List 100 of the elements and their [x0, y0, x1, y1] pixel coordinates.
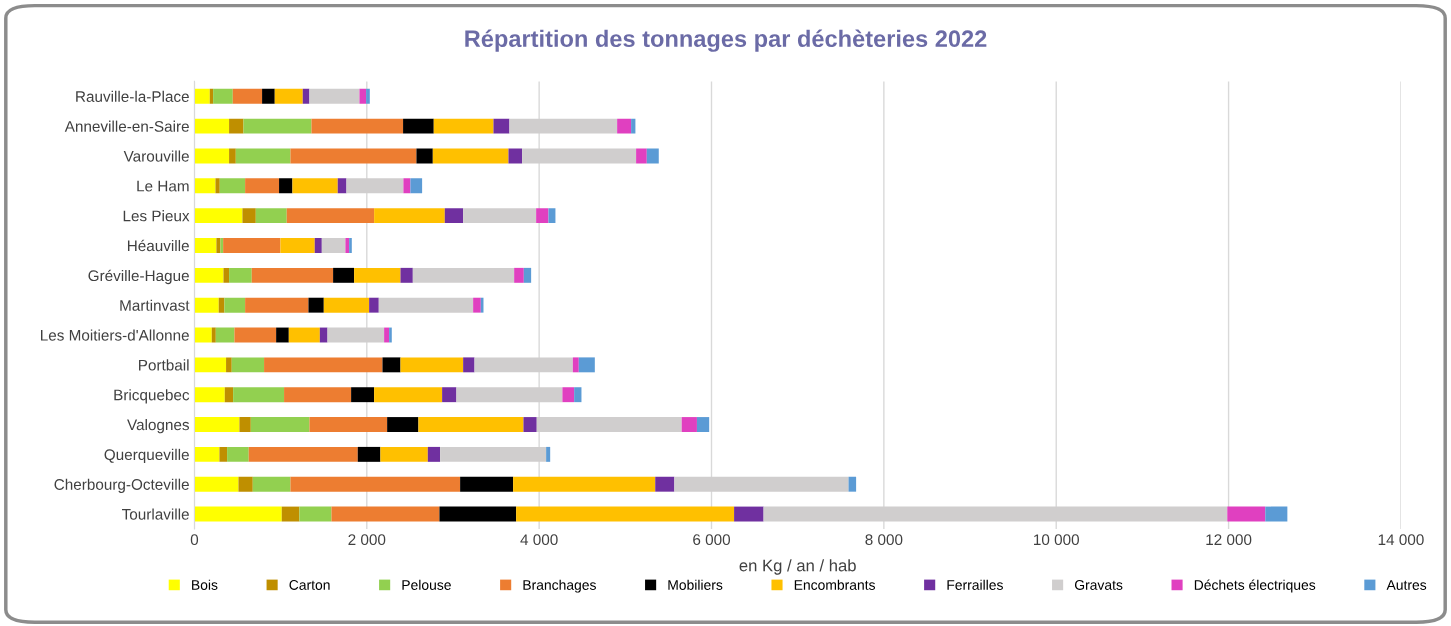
- bar: [374, 387, 443, 403]
- bar: [523, 417, 537, 432]
- bar: [242, 208, 256, 224]
- bar: [508, 148, 523, 164]
- bar: [366, 88, 370, 104]
- bar: [224, 387, 234, 403]
- bar: [473, 297, 481, 313]
- bar: [354, 267, 401, 283]
- bar: [359, 88, 367, 104]
- y-tick-label: Héauville: [127, 239, 189, 252]
- bar: [229, 118, 244, 134]
- bar: [523, 267, 532, 283]
- bar: [349, 238, 352, 253]
- bar: [323, 297, 370, 313]
- bar: [216, 238, 221, 253]
- bar: [252, 476, 291, 492]
- bar: [194, 297, 219, 313]
- y-tick-label: Querqueville: [104, 448, 189, 464]
- bar: [251, 267, 334, 283]
- bar: [572, 357, 579, 373]
- y-tick-label: Le Ham: [137, 180, 189, 192]
- bar: [194, 118, 230, 134]
- bar: [311, 118, 404, 134]
- bar: [516, 506, 735, 522]
- bar: [389, 327, 392, 343]
- bar: [279, 178, 293, 194]
- legend-label: Déchets électriques: [1194, 579, 1316, 593]
- y-tick-label: Anneville-en-Saire: [64, 120, 189, 132]
- bar: [194, 506, 282, 522]
- bar: [309, 88, 360, 104]
- y-tick-label: Varouville: [123, 150, 189, 162]
- bar: [681, 417, 697, 432]
- bar: [331, 506, 440, 522]
- bar: [636, 148, 647, 164]
- y-tick-label: Les Moitiers-d'Allonne: [41, 329, 189, 341]
- bar: [1227, 506, 1266, 522]
- x-tick-label: 0: [190, 534, 199, 546]
- bar: [232, 88, 263, 104]
- bar: [493, 118, 510, 134]
- bar: [536, 208, 549, 224]
- bar: [219, 178, 246, 194]
- bar: [357, 446, 381, 462]
- bar: [288, 327, 320, 343]
- bar: [262, 88, 275, 104]
- bar: [513, 476, 656, 492]
- bar: [655, 476, 675, 492]
- bar: [337, 178, 347, 194]
- bar: [403, 178, 411, 194]
- bar: [284, 387, 352, 403]
- bar: [239, 417, 251, 432]
- chart-title: Répartition des tonnages par déchèteries 2022: [465, 29, 987, 52]
- bar: [229, 148, 236, 164]
- bar: [231, 357, 265, 373]
- bar: [444, 208, 464, 224]
- bar: [292, 178, 338, 194]
- bar: [403, 118, 434, 134]
- bar: [194, 148, 230, 164]
- legend-label: Encombrants: [794, 579, 875, 590]
- bar: [427, 446, 441, 462]
- bar: [194, 88, 210, 104]
- legend-label: Gravats: [1074, 580, 1123, 590]
- x-tick-label: 10 000: [1034, 534, 1079, 546]
- bar: [463, 208, 537, 224]
- bar: [276, 327, 289, 343]
- legend-label: Pelouse: [402, 579, 451, 590]
- bar: [617, 118, 632, 134]
- bar: [194, 387, 225, 403]
- bar: [309, 417, 388, 432]
- bar: [194, 357, 227, 373]
- bar: [226, 357, 232, 373]
- x-tick-label: 6 000: [693, 534, 731, 546]
- bar: [432, 148, 509, 164]
- bar: [351, 387, 375, 403]
- bar: [562, 387, 575, 403]
- y-tick-label: Les Pieux: [123, 210, 190, 222]
- bar: [290, 148, 417, 164]
- bar: [416, 148, 433, 164]
- bar: [321, 238, 346, 253]
- y-tick-label: Portbail: [139, 359, 189, 371]
- bar: [281, 506, 300, 522]
- y-tick-label: Gréville-Hague: [88, 269, 189, 285]
- bar: [194, 417, 240, 432]
- y-tick-label: Tourlaville: [122, 508, 189, 520]
- bar: [400, 267, 413, 283]
- bar: [215, 327, 235, 343]
- bar: [211, 327, 216, 343]
- bar: [220, 238, 224, 253]
- bar: [369, 297, 379, 313]
- bar: [546, 446, 551, 462]
- bar: [374, 208, 445, 224]
- bar: [631, 118, 636, 134]
- bar: [734, 506, 764, 522]
- bar: [433, 118, 494, 134]
- bar: [387, 417, 419, 432]
- bar: [213, 88, 233, 104]
- bar: [238, 476, 253, 492]
- bar: [234, 327, 277, 343]
- bar: [290, 476, 461, 492]
- bar: [308, 297, 324, 313]
- legend-label: Ferrailles: [947, 579, 1003, 590]
